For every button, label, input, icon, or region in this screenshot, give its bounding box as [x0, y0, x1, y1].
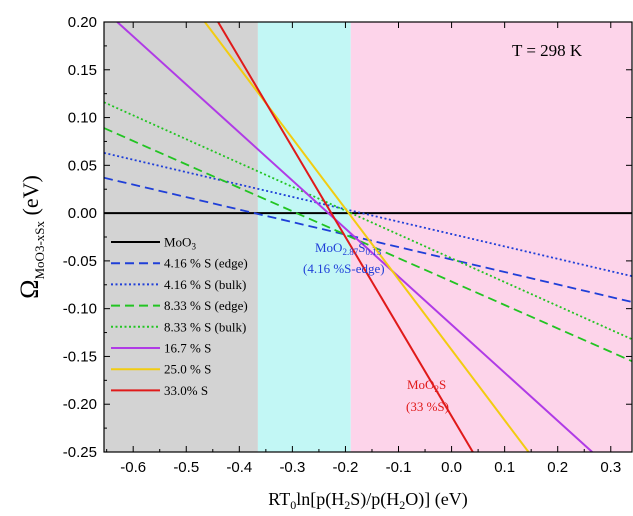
- x-tick-label: -0.4: [226, 459, 252, 476]
- legend-label-25-0-s: 25.0 % S: [164, 362, 211, 377]
- region-moo2s-region: [350, 22, 632, 452]
- x-tick-label: 0.2: [547, 459, 568, 476]
- right-phase-formula: MoO2S: [407, 377, 446, 394]
- series-line-4-16-s-bulk: [104, 152, 632, 278]
- x-tick-label: -0.3: [279, 459, 305, 476]
- legend: MoO3 4.16 % S (edge) 4.16 % S (bulk) 8.33 %…: [111, 235, 248, 398]
- series-line-8-33-s-bulk: [104, 101, 632, 341]
- y-tick-label: -0.20: [63, 396, 97, 413]
- legend-label-8-33-s-edge: 8.33 % S (edge): [164, 298, 248, 313]
- x-axis: -0.6 -0.5 -0.4 -0.3 -0.2 -0.1 0.0 0.1 0.2 0.3: [106, 22, 621, 476]
- legend-label-33-0-s: 33.0% S: [164, 383, 208, 398]
- x-tick-label: -0.6: [120, 459, 146, 476]
- region-moo3-region: [104, 22, 258, 452]
- x-tick-label: 0.3: [600, 459, 621, 476]
- y-tick-label: 0.20: [68, 14, 97, 31]
- mid-phase-formula: MoO2.87S0.13: [315, 240, 382, 257]
- phase-regions: [104, 22, 632, 452]
- series-line-33-0-s: [217, 22, 474, 452]
- legend-label-16-7-s: 16.7 % S: [164, 341, 211, 356]
- temperature-label: T = 298 K: [512, 41, 583, 60]
- series-line-8-33-s-edge: [104, 127, 632, 363]
- legend-label-moo3: MoO3: [164, 235, 196, 252]
- y-tick-label: 0.15: [68, 62, 97, 79]
- x-axis-title: RT0ln[p(H2S)/p(H2O)] (eV): [268, 489, 467, 512]
- y-tick-label: -0.25: [63, 444, 97, 461]
- y-axis: 0.20 0.15 0.10 0.05 0.00 -0.05 -0.10 -0.15 -0.20…: [63, 14, 632, 461]
- series-lines: [104, 22, 632, 452]
- x-tick-label: -0.1: [386, 459, 412, 476]
- series-line-16-7-s: [116, 22, 593, 452]
- mid-phase-note: (4.16 %S-edge): [303, 261, 385, 276]
- y-tick-label: -0.15: [63, 348, 97, 365]
- region-moo2-87s0-13-region: [257, 22, 351, 452]
- y-tick-label: -0.05: [63, 253, 97, 270]
- right-phase-note: (33 %S): [406, 399, 449, 414]
- legend-label-4-16-s-edge: 4.16 % S (edge): [164, 256, 248, 271]
- y-tick-label: 0.05: [68, 157, 97, 174]
- y-axis-title: ΩMoO3-xSx (eV): [15, 175, 47, 299]
- series-line-25-0-s: [204, 22, 530, 452]
- x-tick-label: -0.5: [173, 459, 199, 476]
- y-tick-label: 0.10: [68, 110, 97, 127]
- x-tick-label: 0.0: [441, 459, 462, 476]
- legend-label-8-33-s-bulk: 8.33 % S (bulk): [164, 319, 246, 334]
- x-tick-label: -0.2: [333, 459, 359, 476]
- legend-label-4-16-s-bulk: 4.16 % S (bulk): [164, 277, 246, 292]
- x-tick-label: 0.1: [494, 459, 515, 476]
- y-tick-label: 0.00: [68, 205, 97, 222]
- y-tick-label: -0.10: [63, 301, 97, 318]
